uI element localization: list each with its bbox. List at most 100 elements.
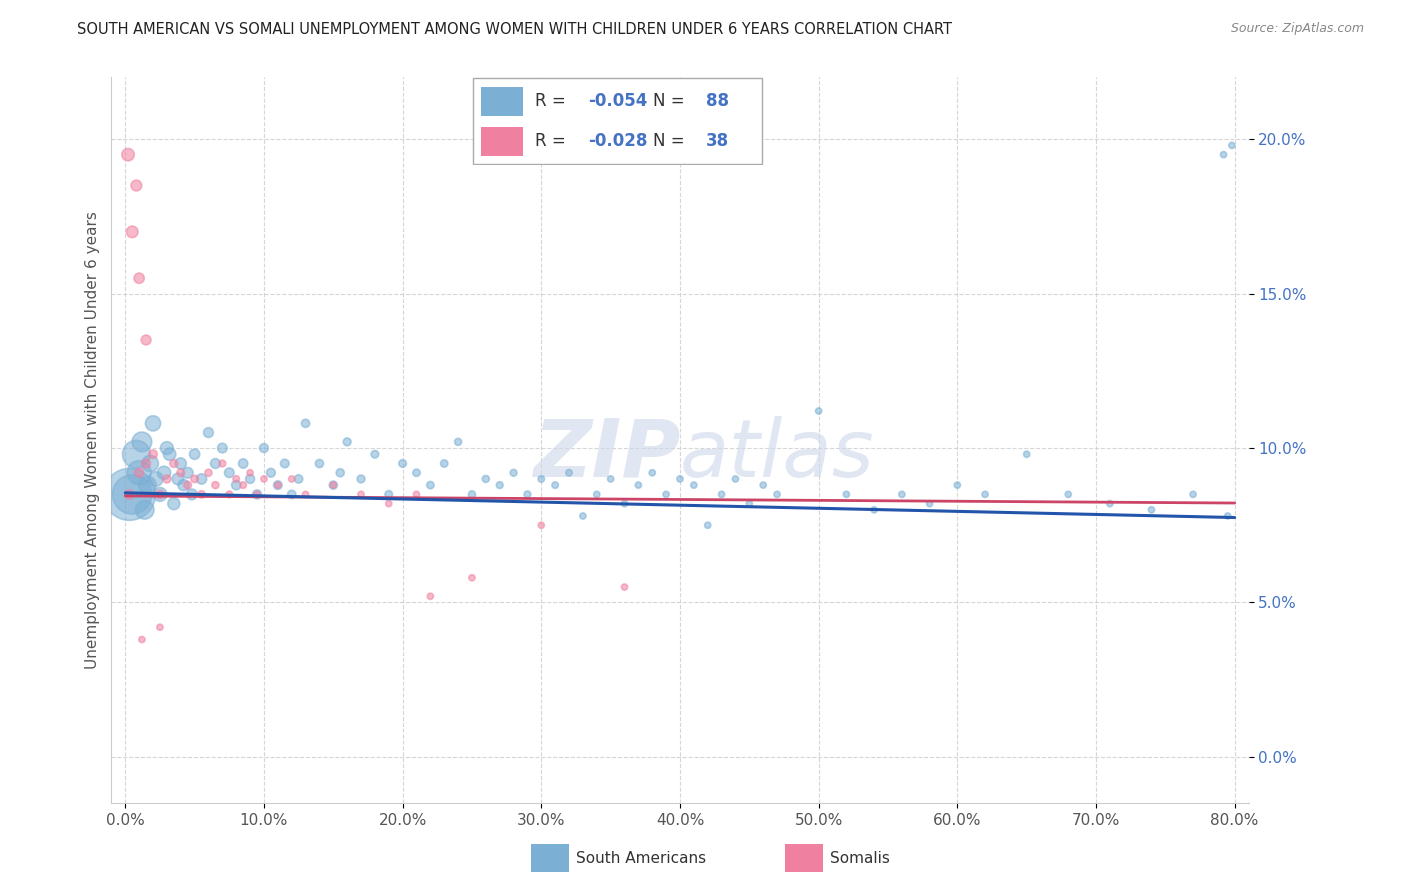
Point [159,447,181,461]
Point [308,457,330,471]
Point [516,487,538,501]
Point [544,478,567,492]
Y-axis label: Unemployment Among Women with Children Under 6 years: Unemployment Among Women with Children U… [86,211,100,669]
Point [173,478,195,492]
Point [946,478,969,492]
Point [461,571,484,585]
Point [125,447,148,461]
Point [170,466,193,480]
Point [1216,508,1239,523]
Point [239,466,262,480]
Point [156,472,179,486]
Point [131,434,153,449]
Text: ZIP: ZIP [533,416,681,494]
Point [322,478,344,492]
Point [655,487,678,501]
Point [696,518,718,533]
Point [974,487,997,501]
Point [738,497,761,511]
Point [890,487,912,501]
Point [180,487,202,501]
Point [253,441,276,455]
Point [225,478,247,492]
Point [142,417,165,431]
Point [530,472,553,486]
Point [136,478,159,492]
Point [585,487,607,501]
Point [145,472,167,486]
Point [329,466,352,480]
Point [117,147,139,161]
Point [118,487,141,501]
Point [682,478,704,492]
Point [218,466,240,480]
Point [287,472,309,486]
Point [1015,447,1038,461]
Point [710,487,733,501]
Point [627,478,650,492]
Point [863,503,886,517]
Point [1182,487,1205,501]
Point [1098,497,1121,511]
Point [121,225,143,239]
Point [121,487,143,501]
Point [260,466,283,480]
Point [167,472,190,486]
Point [274,457,297,471]
Point [135,333,157,347]
Point [641,466,664,480]
Text: South Americans: South Americans [576,851,707,865]
Point [239,472,262,486]
Point [204,478,226,492]
Point [170,457,193,471]
Point [1140,503,1163,517]
Point [572,508,595,523]
Point [488,478,510,492]
Point [267,478,290,492]
Point [232,457,254,471]
Point [364,447,387,461]
Point [163,497,186,511]
Point [183,472,205,486]
Point [502,466,524,480]
Point [378,497,401,511]
Point [267,478,290,492]
Point [766,487,789,501]
Point [153,466,176,480]
Point [149,487,172,501]
Point [322,478,344,492]
Point [197,466,219,480]
Point [246,487,269,501]
Point [294,417,316,431]
Point [350,472,373,486]
Point [211,441,233,455]
Point [1220,138,1243,153]
Point [669,472,692,486]
Point [475,472,498,486]
Point [149,487,172,501]
Point [835,487,858,501]
Point [131,632,153,647]
Point [613,580,636,594]
Point [1057,487,1080,501]
Point [190,472,212,486]
Point [211,457,233,471]
Point [135,457,157,471]
Point [752,478,775,492]
Point [118,487,141,501]
Point [391,457,413,471]
Point [149,620,172,634]
Point [176,478,198,492]
Point [350,487,373,501]
Point [807,404,830,418]
Text: Somalis: Somalis [830,851,890,865]
Point [280,472,302,486]
Point [419,478,441,492]
Point [558,466,581,480]
Point [142,447,165,461]
Point [419,589,441,603]
Point [128,271,150,285]
Point [190,487,212,501]
Point [232,478,254,492]
Point [225,472,247,486]
